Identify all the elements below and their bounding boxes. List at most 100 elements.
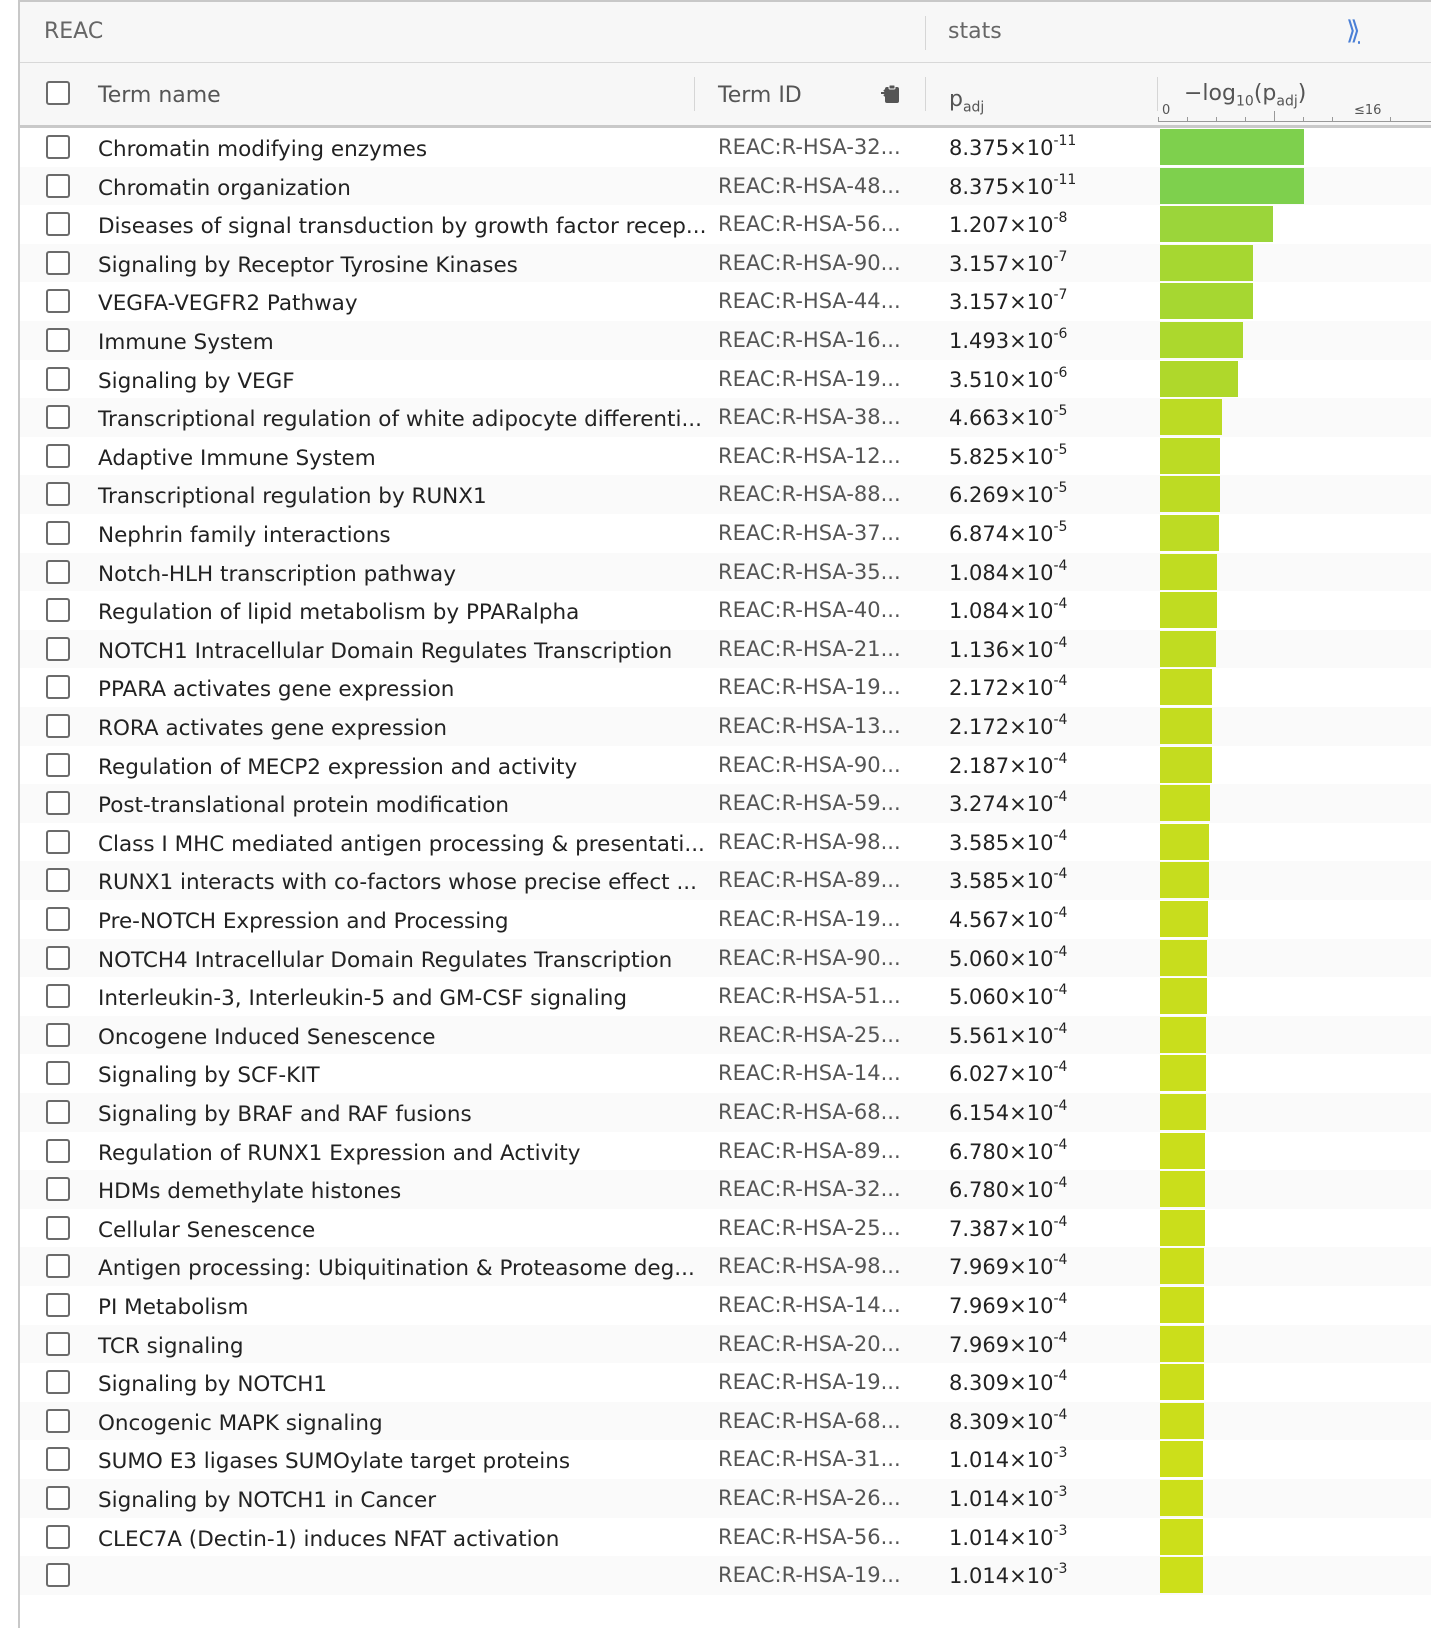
- table-row[interactable]: Regulation of RUNX1 Expression and Activ…: [20, 1132, 1431, 1171]
- term-name[interactable]: Transcriptional regulation of white adip…: [98, 407, 702, 433]
- table-row[interactable]: Class I MHC mediated antigen processing …: [20, 823, 1431, 862]
- table-row[interactable]: RUNX1 interacts with co-factors whose pr…: [20, 861, 1431, 900]
- significance-bar[interactable]: [1160, 129, 1305, 165]
- row-checkbox[interactable]: [46, 443, 70, 468]
- row-checkbox[interactable]: [46, 598, 70, 623]
- term-name[interactable]: Cellular Senescence: [98, 1217, 316, 1243]
- term-name[interactable]: Oncogene Induced Senescence: [98, 1024, 436, 1050]
- term-name[interactable]: Immune System: [98, 330, 274, 355]
- significance-bar[interactable]: [1160, 939, 1208, 976]
- term-name[interactable]: VEGFA-VEGFR2 Pathway: [98, 291, 358, 317]
- table-row[interactable]: SUMO E3 ligases SUMOylate target protein…: [20, 1440, 1431, 1479]
- term-name[interactable]: Signaling by SCF-KIT: [98, 1063, 320, 1089]
- significance-bar[interactable]: [1160, 1248, 1205, 1285]
- term-name[interactable]: Regulation of lipid metabolism by PPARal…: [98, 600, 580, 626]
- significance-bar[interactable]: [1160, 785, 1210, 822]
- term-name[interactable]: RORA activates gene expression: [98, 716, 447, 741]
- term-id[interactable]: REAC:R-HSA-14...: [718, 1293, 901, 1317]
- significance-bar[interactable]: [1160, 901, 1208, 937]
- significance-bar[interactable]: [1160, 437, 1221, 474]
- significance-bar[interactable]: [1160, 1402, 1205, 1439]
- select-all-checkbox[interactable]: [46, 81, 70, 105]
- term-name[interactable]: RUNX1 interacts with co-factors whose pr…: [98, 870, 697, 896]
- row-checkbox[interactable]: [46, 984, 70, 1009]
- term-id[interactable]: REAC:R-HSA-56...: [718, 1524, 901, 1549]
- row-checkbox[interactable]: [46, 1061, 70, 1086]
- term-id[interactable]: REAC:R-HSA-35...: [718, 559, 901, 584]
- term-name[interactable]: Antigen processing: Ubiquitination & Pro…: [98, 1256, 695, 1282]
- significance-bar[interactable]: [1160, 1132, 1206, 1169]
- significance-bar[interactable]: [1160, 553, 1217, 590]
- term-name[interactable]: PPARA activates gene expression: [98, 677, 455, 703]
- row-checkbox[interactable]: [46, 1022, 70, 1047]
- term-name[interactable]: PI Metabolism: [98, 1295, 249, 1320]
- table-row[interactable]: Cellular Senescence REAC:R-HSA-25... 7.387…: [20, 1209, 1431, 1248]
- row-checkbox[interactable]: [46, 135, 70, 159]
- significance-bar[interactable]: [1160, 1518, 1203, 1555]
- table-row[interactable]: Immune System REAC:R-HSA-16... 1.493×10-6: [20, 321, 1431, 360]
- table-row[interactable]: Nephrin family interactions REAC:R-HSA-37…: [20, 514, 1431, 553]
- column-divider[interactable]: [925, 77, 926, 111]
- row-checkbox[interactable]: [46, 1177, 70, 1202]
- significance-bar[interactable]: [1160, 206, 1274, 243]
- term-id[interactable]: REAC:R-HSA-19...: [718, 675, 901, 700]
- column-divider[interactable]: [1157, 77, 1158, 111]
- row-checkbox[interactable]: [46, 366, 70, 391]
- row-checkbox[interactable]: [46, 1293, 70, 1317]
- table-row[interactable]: CLEC7A (Dectin-1) induces NFAT activatio…: [20, 1518, 1431, 1557]
- term-id[interactable]: REAC:R-HSA-88...: [718, 482, 901, 507]
- term-id[interactable]: REAC:R-HSA-44...: [718, 289, 901, 314]
- term-id[interactable]: REAC:R-HSA-21...: [718, 636, 901, 661]
- table-row[interactable]: Diseases of signal transduction by growt…: [20, 205, 1431, 244]
- significance-bar[interactable]: [1160, 669, 1213, 706]
- term-name[interactable]: SUMO E3 ligases SUMOylate target protein…: [98, 1449, 571, 1475]
- table-row[interactable]: HDMs demethylate histones REAC:R-HSA-32..…: [20, 1170, 1431, 1209]
- term-id[interactable]: REAC:R-HSA-20...: [718, 1331, 901, 1356]
- term-name[interactable]: Signaling by NOTCH1: [98, 1372, 328, 1398]
- table-row[interactable]: Regulation of MECP2 expression and activ…: [20, 746, 1431, 785]
- table-row[interactable]: Chromatin modifying enzymes REAC:R-HSA-32…: [20, 128, 1431, 167]
- term-id[interactable]: REAC:R-HSA-90...: [718, 752, 901, 777]
- chevrons-right-icon[interactable]: ⟫: [1346, 16, 1361, 46]
- term-id[interactable]: REAC:R-HSA-16...: [718, 328, 901, 352]
- table-row[interactable]: Regulation of lipid metabolism by PPARal…: [20, 591, 1431, 630]
- table-row[interactable]: NOTCH4 Intracellular Domain Regulates Tr…: [20, 938, 1431, 978]
- term-id-header[interactable]: Term ID: [718, 83, 802, 108]
- table-row[interactable]: Oncogene Induced Senescence REAC:R-HSA-25…: [20, 1015, 1431, 1055]
- term-name[interactable]: Regulation of RUNX1 Expression and Activ…: [98, 1140, 581, 1166]
- table-row[interactable]: Interleukin-3, Interleukin-5 and GM-CSF …: [20, 977, 1431, 1016]
- row-checkbox[interactable]: [46, 1331, 70, 1356]
- row-checkbox[interactable]: [46, 173, 70, 198]
- row-checkbox[interactable]: [46, 907, 70, 931]
- term-name[interactable]: NOTCH1 Intracellular Domain Regulates Tr…: [98, 638, 673, 664]
- table-row[interactable]: VEGFA-VEGFR2 Pathway REAC:R-HSA-44... 3.15…: [20, 282, 1431, 321]
- term-name[interactable]: NOTCH4 Intracellular Domain Regulates Tr…: [98, 947, 673, 973]
- row-checkbox[interactable]: [46, 1563, 70, 1588]
- table-row[interactable]: Antigen processing: Ubiquitination & Pro…: [20, 1247, 1431, 1286]
- significance-bar[interactable]: [1160, 244, 1253, 281]
- significance-bar[interactable]: [1160, 1016, 1207, 1053]
- table-row[interactable]: Pre-NOTCH Expression and Processing REAC:…: [20, 900, 1431, 939]
- term-id[interactable]: REAC:R-HSA-12...: [718, 443, 901, 468]
- term-name[interactable]: HDMs demethylate histones: [98, 1179, 402, 1205]
- row-checkbox[interactable]: [46, 1370, 70, 1395]
- table-row[interactable]: Transcriptional regulation by RUNX1 REAC:…: [20, 475, 1431, 514]
- row-checkbox[interactable]: [46, 714, 70, 738]
- term-id[interactable]: REAC:R-HSA-25...: [718, 1022, 901, 1047]
- term-name[interactable]: Chromatin organization: [98, 175, 351, 201]
- term-id[interactable]: REAC:R-HSA-19...: [718, 366, 901, 391]
- row-checkbox[interactable]: [46, 675, 70, 700]
- table-row[interactable]: REAC:R-HSA-19... 1.014×10-3: [20, 1556, 1431, 1595]
- row-checkbox[interactable]: [46, 289, 70, 314]
- term-id[interactable]: REAC:R-HSA-68...: [718, 1408, 901, 1433]
- row-checkbox[interactable]: [46, 945, 70, 970]
- term-id[interactable]: REAC:R-HSA-56...: [718, 212, 901, 237]
- term-name[interactable]: TCR signaling: [98, 1333, 244, 1359]
- row-checkbox[interactable]: [46, 212, 70, 237]
- significance-bar[interactable]: [1160, 399, 1222, 436]
- row-checkbox[interactable]: [46, 559, 70, 584]
- significance-bar[interactable]: [1160, 708, 1213, 744]
- term-name[interactable]: Signaling by VEGF: [98, 368, 295, 394]
- table-row[interactable]: Signaling by NOTCH1 REAC:R-HSA-19... 8.309…: [20, 1363, 1431, 1402]
- row-checkbox[interactable]: [46, 1138, 70, 1163]
